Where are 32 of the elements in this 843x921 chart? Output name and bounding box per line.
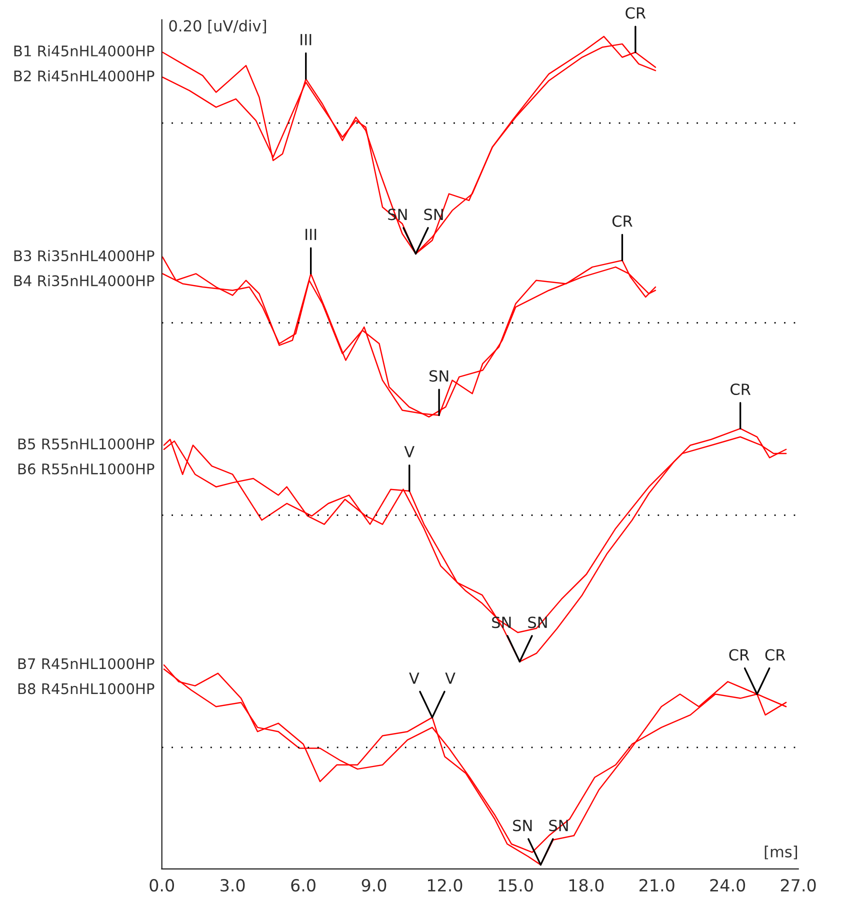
x-tick-label: 27.0 [780, 878, 816, 892]
annotation: SN [513, 820, 532, 832]
annotation: CR [626, 7, 646, 19]
x-tick-label: 15.0 [498, 878, 533, 892]
series-label: B1 Ri45nHL4000HP [14, 45, 154, 56]
annotation: V [409, 672, 420, 684]
x-tick-label: 21.0 [640, 878, 674, 892]
series-label: B7 R45nHL1000HP [18, 658, 154, 670]
annotation: CR [729, 649, 750, 661]
series-label: B8 R45nHL1000HP [18, 683, 154, 694]
series-label: B3 Ri35nHL4000HP [14, 250, 154, 262]
x-tick-label: 9.0 [362, 878, 386, 892]
series-label: B5 R55nHL1000HP [18, 438, 154, 450]
x-tick-label: 6.0 [291, 878, 316, 892]
annotation: SN [430, 370, 448, 382]
annotation: V [445, 672, 456, 684]
x-axis-title: [ms] [764, 846, 798, 860]
x-tick-label: 18.0 [569, 878, 604, 892]
y-axis-title: 0.20 [uV/div] [169, 20, 266, 34]
x-tick-label: 3.0 [220, 878, 245, 892]
x-tick-label: 24.0 [710, 878, 746, 892]
x-tick-label: 0.0 [150, 878, 174, 892]
annotation: III [306, 228, 316, 240]
annotation: V [404, 446, 414, 458]
x-tick-label: 12.0 [428, 878, 462, 892]
series-label: B4 Ri35nHL4000HP [14, 274, 154, 286]
annotation: III [300, 34, 312, 46]
annotation: CR [612, 215, 632, 227]
annotation: CR [730, 383, 751, 396]
annotation: CR [765, 649, 786, 661]
series-label: B2 Ri45nHL4000HP [14, 70, 154, 82]
series-label: B6 R55nHL1000HP [18, 463, 154, 474]
